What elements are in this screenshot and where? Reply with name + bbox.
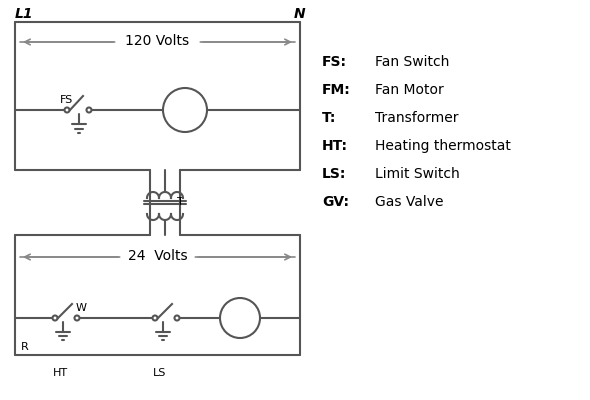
Text: Fan Switch: Fan Switch xyxy=(375,55,450,69)
Circle shape xyxy=(64,108,70,112)
Circle shape xyxy=(152,316,158,320)
Text: HT: HT xyxy=(53,368,68,378)
Circle shape xyxy=(74,316,80,320)
Text: T:: T: xyxy=(322,111,336,125)
Circle shape xyxy=(87,108,91,112)
Text: Transformer: Transformer xyxy=(375,111,458,125)
Circle shape xyxy=(220,298,260,338)
Text: R: R xyxy=(21,342,29,352)
Text: 24  Volts: 24 Volts xyxy=(127,249,187,263)
Text: LS:: LS: xyxy=(322,167,346,181)
Text: 120 Volts: 120 Volts xyxy=(126,34,189,48)
Text: N: N xyxy=(294,7,306,21)
Text: FM: FM xyxy=(176,104,194,116)
Text: FS:: FS: xyxy=(322,55,347,69)
Circle shape xyxy=(163,88,207,132)
Text: W: W xyxy=(76,303,87,313)
Text: FM:: FM: xyxy=(322,83,350,97)
Text: Gas Valve: Gas Valve xyxy=(375,195,444,209)
Text: Limit Switch: Limit Switch xyxy=(375,167,460,181)
Text: HT:: HT: xyxy=(322,139,348,153)
Text: LS: LS xyxy=(153,368,167,378)
Text: T: T xyxy=(177,197,183,207)
Circle shape xyxy=(175,316,179,320)
Text: Heating thermostat: Heating thermostat xyxy=(375,139,511,153)
Text: Fan Motor: Fan Motor xyxy=(375,83,444,97)
Text: GV:: GV: xyxy=(322,195,349,209)
Circle shape xyxy=(53,316,57,320)
Text: GV: GV xyxy=(231,312,249,324)
Text: L1: L1 xyxy=(15,7,34,21)
Text: FS: FS xyxy=(60,95,73,105)
